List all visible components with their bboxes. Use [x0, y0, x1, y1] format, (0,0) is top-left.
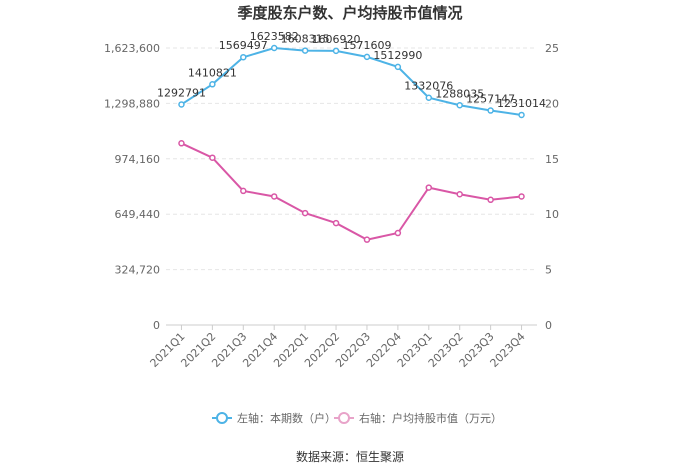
left-series-point: [456, 102, 463, 109]
chart-title: 季度股东户数、户均持股市值情况: [237, 4, 462, 22]
left-series-point: [240, 53, 247, 61]
y-right-tick-label: 10: [545, 208, 559, 221]
left-series-data-label: 1606920: [312, 33, 361, 46]
left-series-point: [332, 47, 340, 55]
gridlines: [166, 47, 537, 326]
right-series-point: [487, 196, 494, 204]
legend: 左轴：本期数（户） 右轴：户均持股市值（万元）: [212, 411, 502, 425]
left-series-point: [394, 63, 402, 71]
legend-marker-right: [338, 412, 350, 424]
right-series-point: [518, 193, 525, 200]
legend-item-left[interactable]: 左轴：本期数（户）: [212, 411, 336, 425]
legend-label-right: 右轴：户均持股市值（万元）: [359, 411, 502, 425]
legend-marker-left: [216, 412, 228, 424]
x-axis: 2021Q12021Q22021Q32021Q42022Q12022Q22022…: [148, 325, 528, 370]
right-series-line: [181, 142, 522, 241]
y-right-tick-label: 25: [545, 42, 559, 55]
left-series-data-label: 1623582: [250, 30, 299, 43]
y-left-tick-label: 974,160: [115, 153, 161, 166]
left-series-data-label: 1292791: [157, 86, 206, 99]
left-series-data-label: 1257147: [466, 93, 515, 106]
x-tick-label: 2023Q4: [488, 330, 528, 370]
left-series-point: [301, 47, 309, 54]
left-series-data-label: 1569497: [219, 39, 268, 52]
y-right-tick-label: 20: [545, 97, 559, 110]
legend-label-left: 左轴：本期数（户）: [237, 411, 336, 425]
y-axis-right: 0 5 10 15 20 25: [545, 42, 559, 332]
y-right-tick-label: 0: [545, 319, 552, 332]
left-series-point: [209, 81, 216, 88]
y-right-tick-label: 5: [545, 264, 552, 277]
right-series-point: [209, 154, 216, 161]
data-source: 数据来源：恒生聚源: [296, 449, 404, 464]
legend-item-right[interactable]: 右轴：户均持股市值（万元）: [334, 411, 502, 425]
series-right: [178, 140, 525, 243]
right-series-point: [456, 191, 463, 198]
y-axis-left: 0 324,720 649,440 974,160 1,298,880 1,623,600: [104, 42, 160, 332]
y-right-tick-label: 15: [545, 153, 559, 166]
left-series-data-label: 1231014: [497, 97, 546, 110]
left-series-point: [518, 111, 525, 119]
y-left-tick-label: 0: [153, 319, 160, 332]
left-series-point: [270, 44, 278, 52]
y-left-tick-label: 649,440: [115, 208, 161, 221]
right-series-point: [332, 219, 340, 227]
y-left-tick-label: 324,720: [115, 264, 161, 277]
right-series-point: [301, 209, 309, 217]
left-series-point: [178, 101, 185, 108]
left-series-line: [180, 46, 522, 116]
left-series-data-label: 1288035: [435, 87, 484, 100]
right-series-point: [363, 236, 371, 243]
left-series-point: [425, 94, 433, 101]
right-series-point: [394, 229, 402, 237]
left-series-point: [487, 107, 494, 114]
right-series-point: [178, 140, 185, 147]
left-series-data-label: 1608315: [281, 33, 330, 46]
left-series-data-label: 1512990: [373, 49, 422, 62]
left-series-data-label: 1332076: [404, 80, 453, 93]
right-series-point: [270, 193, 278, 200]
right-series-point: [240, 187, 247, 195]
left-series-data-label: 1410821: [188, 66, 237, 79]
left-series-data-label: 1571609: [342, 39, 391, 52]
y-left-tick-label: 1,298,880: [104, 97, 160, 110]
right-series-point: [425, 184, 433, 191]
y-left-tick-label: 1,623,600: [104, 42, 160, 55]
left-series-point: [363, 53, 371, 61]
series-left: 1292791 1410821 15694971623582160831516069…: [157, 30, 546, 119]
